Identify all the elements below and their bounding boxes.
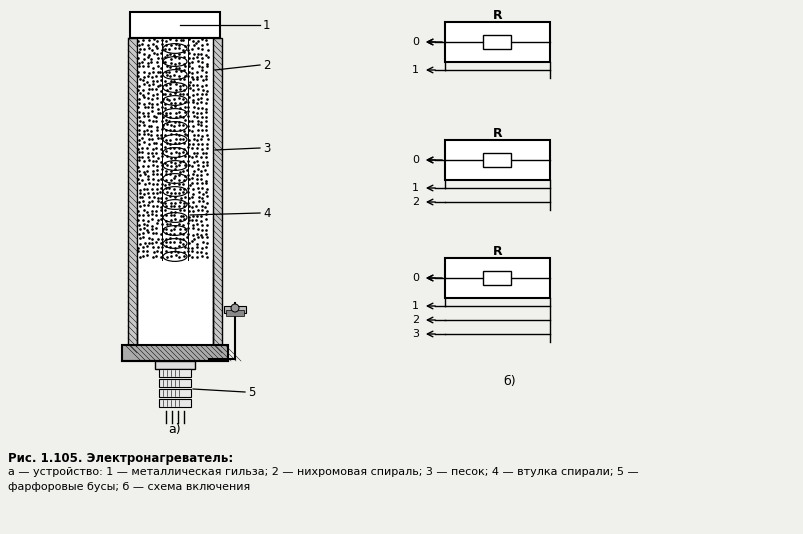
Circle shape xyxy=(230,304,238,312)
Bar xyxy=(137,38,213,260)
Text: 3: 3 xyxy=(411,329,418,339)
Text: а): а) xyxy=(169,423,181,436)
Text: 1: 1 xyxy=(411,65,418,75)
Text: фарфоровые бусы; б — схема включения: фарфоровые бусы; б — схема включения xyxy=(8,482,250,492)
Bar xyxy=(159,369,191,377)
Text: 1: 1 xyxy=(263,19,270,32)
Bar xyxy=(159,379,191,387)
Bar xyxy=(159,399,191,407)
Bar xyxy=(444,22,549,62)
Bar xyxy=(483,271,511,285)
Text: 3: 3 xyxy=(263,142,270,154)
Text: 1: 1 xyxy=(411,301,418,311)
Bar xyxy=(213,38,222,345)
Text: б): б) xyxy=(503,375,516,389)
Bar xyxy=(483,153,511,167)
Text: 2: 2 xyxy=(263,59,270,72)
Bar xyxy=(444,140,549,180)
Bar xyxy=(444,258,549,298)
Bar xyxy=(130,12,220,38)
Bar xyxy=(122,345,228,361)
Bar xyxy=(224,306,246,313)
Text: 2: 2 xyxy=(411,315,418,325)
Text: 4: 4 xyxy=(263,207,270,219)
Bar xyxy=(159,389,191,397)
Text: 1: 1 xyxy=(411,183,418,193)
Bar xyxy=(155,361,195,369)
Bar xyxy=(226,310,243,316)
Text: 0: 0 xyxy=(411,273,418,283)
Text: 2: 2 xyxy=(411,197,418,207)
Text: 0: 0 xyxy=(411,37,418,47)
Bar xyxy=(128,38,137,345)
Bar xyxy=(137,260,213,345)
Text: 5: 5 xyxy=(247,386,255,398)
Text: Рис. 1.105. Электронагреватель:: Рис. 1.105. Электронагреватель: xyxy=(8,452,233,465)
Bar xyxy=(483,35,511,49)
Text: а — устройство: 1 — металлическая гильза; 2 — нихромовая спираль; 3 — песок; 4 —: а — устройство: 1 — металлическая гильза… xyxy=(8,467,638,477)
Text: R: R xyxy=(492,127,502,139)
Text: R: R xyxy=(492,9,502,21)
Text: R: R xyxy=(492,245,502,257)
Text: 0: 0 xyxy=(411,155,418,165)
